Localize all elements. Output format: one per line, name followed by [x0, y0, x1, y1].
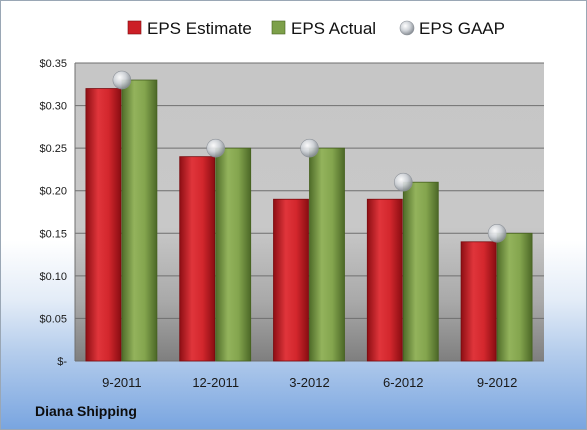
x-tick-label: 9-2011	[102, 375, 142, 390]
gaap-markers-layer	[112, 70, 507, 243]
eps-actual-bar	[121, 79, 158, 362]
eps-gaap-marker	[206, 138, 225, 158]
x-tick-labels: 9-2011 12-2011 3-2012 6-2012 9-2012	[102, 375, 517, 390]
legend-label: EPS Estimate	[147, 19, 252, 38]
y-tick-label: $0.30	[39, 101, 67, 113]
legend-label: EPS Actual	[291, 19, 376, 38]
eps-estimate-bar	[273, 198, 309, 362]
eps-actual-bar	[402, 181, 439, 362]
y-tick-label: $-	[57, 356, 67, 368]
eps-estimate-bar	[179, 156, 216, 362]
eps-estimate-bar	[460, 241, 497, 362]
legend-label: EPS GAAP	[419, 19, 505, 38]
bars-layer	[85, 79, 533, 362]
x-tick-label: 3-2012	[289, 375, 329, 390]
y-tick-label: $0.20	[39, 186, 67, 198]
x-tick-label: 12-2011	[192, 375, 239, 390]
eps-actual-bar	[309, 147, 345, 362]
eps-actual-bar	[496, 232, 533, 362]
x-tick-label: 9-2012	[477, 375, 517, 390]
eps-gaap-marker	[300, 138, 319, 158]
eps-estimate-bar	[366, 198, 403, 362]
eps-gaap-marker	[393, 172, 413, 192]
legend: EPS Estimate EPS Actual EPS GAAP	[127, 19, 505, 38]
legend-gaap-swatch	[399, 20, 415, 36]
eps-gaap-marker	[112, 70, 132, 90]
y-tick-label: $0.25	[39, 143, 67, 155]
y-tick-label: $0.15	[39, 228, 67, 240]
y-tick-label: $0.35	[39, 58, 67, 70]
eps-estimate-bar	[85, 88, 122, 362]
company-name: Diana Shipping	[35, 403, 137, 419]
eps-actual-bar	[215, 147, 252, 362]
x-tick-label: 6-2012	[383, 375, 423, 390]
y-tick-labels: $- $0.05 $0.10 $0.15 $0.20 $0.25 $0.30 $0.35	[39, 58, 67, 368]
y-tick-label: $0.10	[39, 271, 67, 283]
eps-gaap-marker	[487, 223, 507, 243]
legend-estimate-swatch	[127, 20, 142, 35]
y-tick-label: $0.05	[39, 313, 67, 325]
legend-actual-swatch	[271, 20, 286, 35]
